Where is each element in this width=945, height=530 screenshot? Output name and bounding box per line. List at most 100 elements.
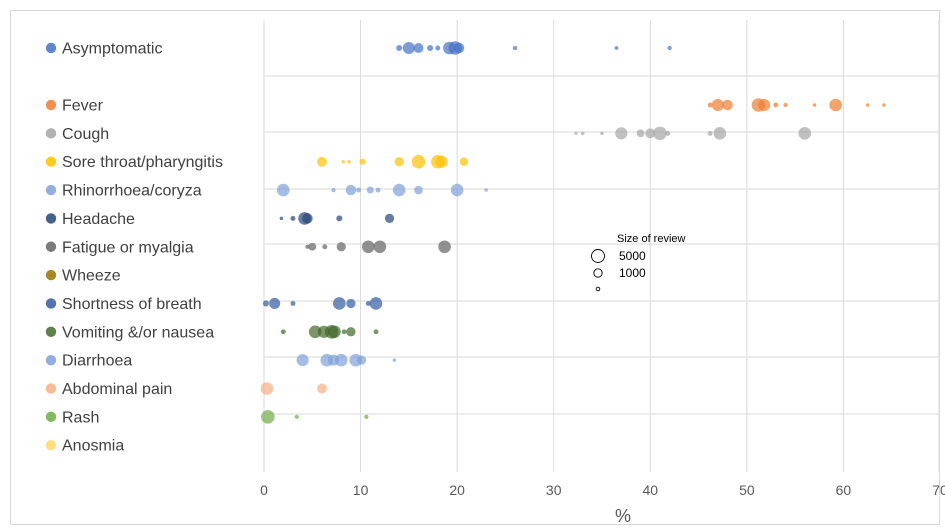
data-point [341,159,345,164]
data-point [336,242,346,252]
legend-marker [45,326,57,337]
data-point [580,131,585,136]
legend-label: Anosmia [62,438,124,455]
data-point [277,183,290,197]
data-point [308,242,317,251]
data-point [865,103,870,107]
legend-marker [45,213,57,224]
data-point [359,158,366,165]
data-point [783,102,788,108]
data-point [773,102,779,108]
legend-marker [45,184,57,196]
size-legend-marker [593,268,603,278]
legend-label: Diarrhoea [62,353,132,370]
data-point [290,215,296,221]
data-point [882,103,886,107]
data-points [260,41,886,424]
data-point [798,127,812,140]
data-point [260,382,274,395]
data-point [829,98,843,112]
data-point [296,354,309,367]
legend-marker [45,156,57,167]
data-point [615,127,628,140]
x-tick-label: 10 [353,482,369,498]
legend-label: Wheeze [62,268,121,285]
data-point [645,128,656,139]
data-point [322,244,328,250]
data-point [345,184,357,196]
legend-label: Headache [62,211,135,228]
data-point [356,187,362,193]
legend-marker [45,241,57,252]
data-point [396,44,403,52]
x-tick-label: 70 [932,482,945,498]
data-point [665,130,671,136]
legend-marker [45,354,57,366]
data-point [435,155,448,168]
data-point [316,156,327,167]
data-point [294,414,299,419]
data-point [450,183,464,197]
data-point [758,98,771,112]
data-point [336,215,343,222]
chart-frame [10,10,940,525]
size-legend-marker [595,286,601,292]
data-point [484,188,488,192]
data-point [600,131,604,136]
data-point [394,157,404,167]
data-point [280,329,286,335]
data-point [308,325,322,339]
data-point [392,183,406,197]
data-point [334,353,348,367]
legend-label: Sore throat/pharyngitis [62,154,223,171]
data-point [392,358,397,362]
data-point [711,98,724,112]
data-point [365,300,371,306]
legend-label: Rash [62,409,99,426]
size-legend: Size of review 5000 1000 [591,233,686,292]
data-point [302,213,313,224]
data-point [361,240,375,254]
legend-label: Shortness of breath [62,296,202,313]
data-point [333,297,346,310]
x-tick-label: 30 [546,482,562,498]
legend-label: Vomiting &/or nausea [62,324,214,341]
legend-marker [45,269,57,281]
data-point [261,410,275,424]
legend-marker [45,99,57,111]
size-legend-label: 1000 [619,266,646,280]
data-point [331,187,336,193]
data-point [346,298,356,309]
data-point [373,240,387,254]
data-point [356,355,367,365]
data-point [279,216,284,221]
data-point [411,154,426,169]
data-point [667,45,672,51]
data-point [373,329,379,335]
data-point [364,414,369,419]
data-point [269,297,281,309]
data-point [341,329,347,335]
data-point [512,45,518,51]
x-tick-label: 40 [642,482,658,498]
data-point [413,43,424,53]
data-point [369,297,383,310]
x-axis-ticks: 0 10 20 30 40 50 60 70 [260,482,945,498]
data-point [414,185,423,195]
data-point [812,103,817,107]
data-point [574,131,578,135]
x-tick-label: 0 [260,482,268,498]
legend-label: Cough [62,126,109,143]
data-point [402,41,415,55]
x-tick-label: 60 [836,482,852,498]
data-point [375,187,381,193]
data-point [290,300,296,306]
data-point [636,129,645,138]
data-point [435,45,441,51]
gridlines [263,20,940,472]
data-point [366,186,374,194]
data-point [722,99,733,111]
size-legend-marker [591,249,605,263]
x-tick-label: 20 [449,482,465,498]
